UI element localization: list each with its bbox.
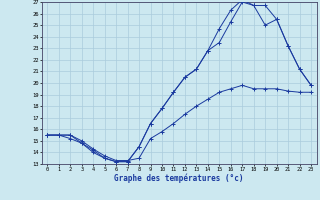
X-axis label: Graphe des températures (°c): Graphe des températures (°c)	[115, 173, 244, 183]
